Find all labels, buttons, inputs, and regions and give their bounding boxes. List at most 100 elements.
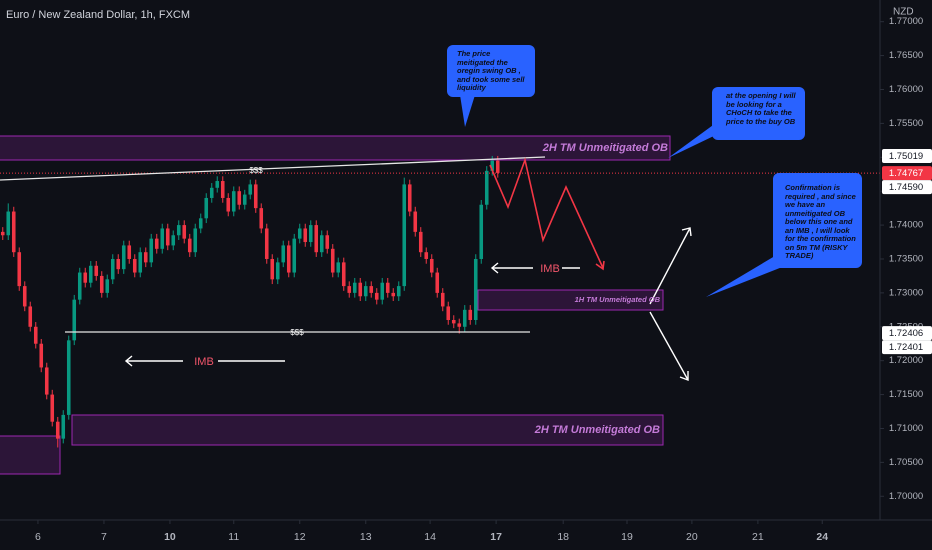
zone-label: 2H TM Unmeitigated OB <box>542 142 668 154</box>
candle-body <box>193 228 198 253</box>
y-tick-label: 1.75500 <box>889 118 923 129</box>
y-tick-label: 1.73000 <box>889 287 923 298</box>
candle-body <box>17 252 22 287</box>
candle-body <box>462 309 467 327</box>
candle-body <box>468 309 473 320</box>
callout-pointers <box>460 95 795 297</box>
scenario-arrows <box>124 227 692 382</box>
candle-body <box>407 184 412 212</box>
candle-body <box>44 367 49 395</box>
imb-label: IMB <box>540 263 560 275</box>
candle-body <box>138 252 143 273</box>
candle-body <box>495 160 500 173</box>
candle-body <box>149 238 154 263</box>
candle-body <box>22 286 27 307</box>
y-tick-label: 1.70500 <box>889 457 923 468</box>
candle-body <box>6 211 11 236</box>
zone-label: 1H TM Unmeitigated OB <box>575 295 661 304</box>
candle-body <box>484 170 489 205</box>
candle-body <box>132 258 137 273</box>
x-tick-label: 19 <box>621 531 633 543</box>
candle-body <box>424 252 429 259</box>
price-label: 1.72406 <box>889 328 923 339</box>
candle-body <box>237 191 242 205</box>
candle-body <box>336 262 341 273</box>
order-block-zone <box>477 289 664 311</box>
y-tick-label: 1.71000 <box>889 423 923 434</box>
candle-body <box>94 265 99 276</box>
x-tick-label: 11 <box>228 531 239 543</box>
x-tick-label: 7 <box>101 531 107 543</box>
x-tick-label: 6 <box>35 531 41 543</box>
candle-body <box>28 306 33 327</box>
price-label: 1.74767 <box>889 168 923 179</box>
candle-body <box>39 343 44 368</box>
arrow-head <box>595 260 605 271</box>
candle-body <box>33 326 38 344</box>
y-tick-label: 1.76500 <box>889 50 923 61</box>
price-label-box <box>882 149 932 163</box>
candle-body <box>198 218 203 229</box>
candle-body <box>352 282 357 293</box>
x-tick-label: 21 <box>752 531 764 543</box>
liquidity-label: $$$ <box>249 166 263 175</box>
candle-body <box>319 235 324 253</box>
order-block-zone <box>0 135 671 161</box>
x-tick-label: 20 <box>686 531 698 543</box>
candle-body <box>176 225 181 236</box>
candle-body <box>66 340 71 415</box>
candle-body <box>490 160 495 171</box>
candle-body <box>154 238 159 249</box>
x-tick-label: 13 <box>360 531 372 543</box>
order-block-zone <box>0 435 61 475</box>
liquidity-label: $$$ <box>290 328 304 337</box>
candle-body <box>347 286 352 293</box>
candle-body <box>259 208 264 229</box>
candle-body <box>83 272 88 283</box>
x-tick-label: 24 <box>816 531 828 543</box>
candle-body <box>297 228 302 239</box>
candle-body <box>435 272 440 293</box>
candle-body <box>55 421 60 439</box>
candle-body <box>182 225 187 239</box>
candle-body <box>160 228 165 249</box>
candle-body <box>77 272 82 300</box>
candle-body <box>61 414 66 439</box>
y-tick-label: 1.77000 <box>889 16 923 27</box>
candle-body <box>391 292 396 297</box>
candle-body <box>303 228 308 243</box>
candle-body <box>413 211 418 232</box>
candle-body <box>292 238 297 273</box>
candle-body <box>385 282 390 293</box>
price-label: 1.74590 <box>889 182 923 193</box>
candle-body <box>402 184 407 287</box>
candle-body <box>396 286 401 297</box>
price-label-box <box>882 180 932 195</box>
candle-body <box>143 252 148 263</box>
candle-body <box>171 235 176 246</box>
candle-body <box>330 248 335 273</box>
candle-body <box>473 258 478 320</box>
imb-label: IMB <box>194 356 214 368</box>
candle-body <box>429 258 434 273</box>
candle-body <box>72 299 77 341</box>
candle-body <box>248 184 253 195</box>
trend-line <box>0 156 546 181</box>
candle-body <box>105 279 110 293</box>
candle-body <box>116 258 121 270</box>
price-label-box <box>882 340 932 355</box>
zone-label: 2H TM Unmeitigated OB <box>534 424 660 436</box>
candle-body <box>451 320 456 324</box>
price-axis <box>880 0 932 550</box>
y-tick-label: 1.76000 <box>889 84 923 95</box>
candle-body <box>275 262 280 280</box>
y-tick-label: 1.71500 <box>889 389 923 400</box>
candle-body <box>226 197 231 212</box>
candle-body <box>204 197 209 219</box>
currency: NZD <box>893 7 914 18</box>
candle-body <box>314 225 319 253</box>
candle-body <box>380 282 385 300</box>
price-label-box <box>882 326 932 341</box>
x-tick-label: 14 <box>424 531 436 543</box>
